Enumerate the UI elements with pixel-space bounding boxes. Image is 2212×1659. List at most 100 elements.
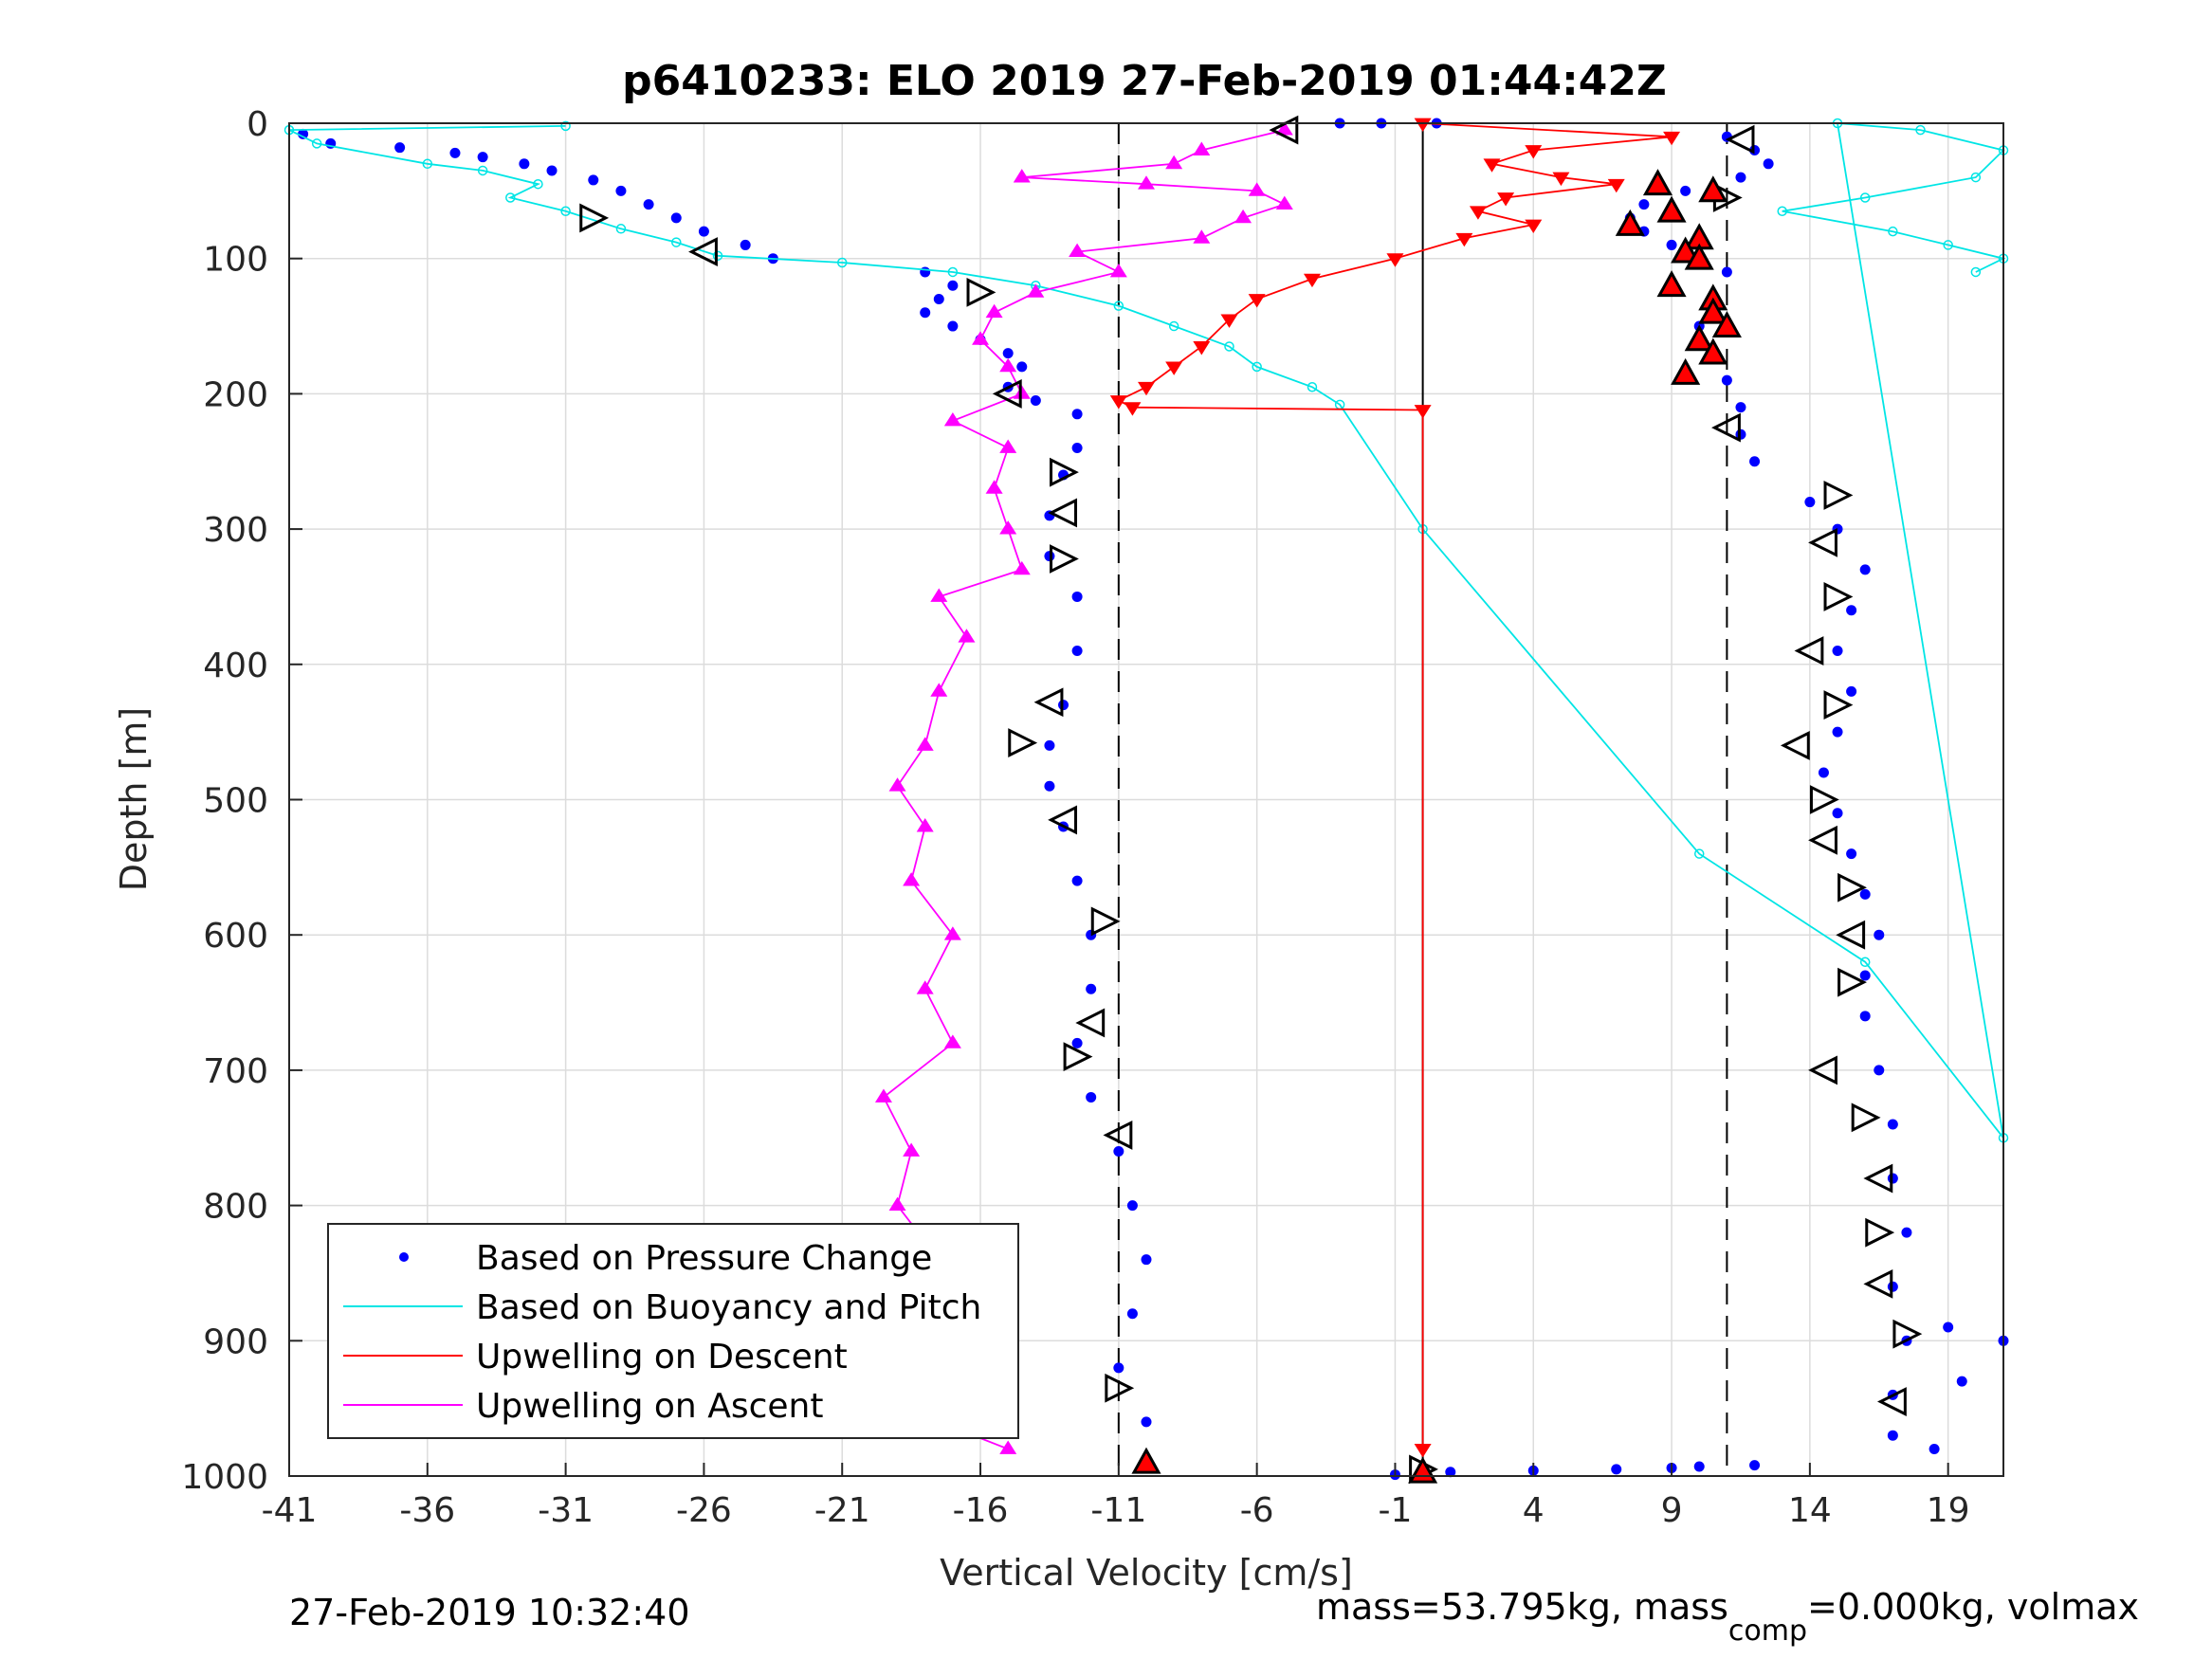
- ascent-marker-14: [999, 357, 1017, 373]
- pressure-change-point-29: [1071, 591, 1083, 602]
- pressure-change-point-85: [1846, 848, 1857, 860]
- legend-label-0: Based on Pressure Change: [476, 1239, 932, 1278]
- open-triangle-marker-7: [1050, 544, 1079, 574]
- pressure-change-point-3: [449, 147, 461, 158]
- pressure-change-point-63: [1638, 199, 1650, 210]
- filled-triangle-marker-13: [1671, 357, 1701, 385]
- ascent-marker-20: [1013, 560, 1031, 575]
- ascent-marker-26: [916, 818, 934, 832]
- pressure-change-point-88: [1859, 970, 1871, 981]
- pressure-change-point-60: [1763, 158, 1774, 170]
- filled-triangle-marker-3: [1615, 209, 1645, 236]
- buoyancy-point-15: [1168, 320, 1179, 332]
- filled-triangle-marker-10: [1711, 310, 1742, 337]
- pressure-change-point-99: [1956, 1376, 1967, 1387]
- ascent-marker-4: [1138, 175, 1155, 190]
- pressure-change-point-30: [1071, 646, 1083, 657]
- x-tick-label-10: 9: [1661, 1491, 1683, 1530]
- footer-mass-text-a: mass=53.795kg, mass: [1316, 1586, 1728, 1628]
- filled-triangle-marker-2: [1656, 195, 1687, 223]
- buoyancy-point-17: [1252, 361, 1262, 373]
- pressure-change-point-40: [1113, 1146, 1124, 1158]
- ascent-marker-8: [1193, 229, 1211, 244]
- filled-triangle-marker-7: [1656, 270, 1687, 298]
- legend-swatch-0: [399, 1252, 409, 1262]
- open-triangle-marker-3: [966, 277, 996, 307]
- pressure-change-point-91: [1887, 1119, 1898, 1130]
- x-axis-ticks: -41 -36 -31 -26 -21 -16 -11 -6 -1 4 9 14 19: [262, 1463, 1970, 1530]
- y-axis-ticks: 0 100 200 300 400 500 600 700 800 900 1000: [181, 105, 302, 1497]
- descent-marker-3: [1483, 158, 1501, 173]
- pressure-change-point-82: [1832, 726, 1843, 738]
- open-triangle-marker-22: [1794, 636, 1824, 665]
- filled-triangle-marker-0: [1642, 169, 1673, 196]
- y-tick-label-6: 600: [203, 917, 268, 956]
- y-tick-label-3: 300: [203, 511, 268, 550]
- ascent-marker-28: [943, 926, 961, 940]
- y-tick-label-0: 0: [247, 105, 268, 144]
- pressure-change-point-16: [933, 294, 944, 305]
- descent-marker-1: [1663, 131, 1681, 146]
- pressure-change-point-5: [519, 158, 530, 170]
- descent-marker-0: [1414, 118, 1432, 132]
- pressure-change-point-100: [1929, 1443, 1940, 1454]
- footer-timestamp: 27-Feb-2019 10:32:40: [289, 1592, 690, 1633]
- open-triangle-marker-25: [1809, 785, 1839, 814]
- pressure-change-point-44: [1113, 1362, 1124, 1374]
- buoyancy-point-9: [671, 237, 682, 247]
- open-triangle-marker-2: [688, 237, 718, 266]
- pressure-change-point-54: [1611, 1464, 1622, 1475]
- filled-triangle-marker-14: [1131, 1447, 1161, 1474]
- legend-label-2: Upwelling on Descent: [476, 1338, 848, 1376]
- descent-marker-10: [1386, 253, 1404, 267]
- pressure-change-point-35: [1071, 875, 1083, 886]
- footer-mass-info: mass=53.795kg, masscomp=0.000kg, volmax: [1316, 1586, 2139, 1648]
- open-triangle-marker-24: [1780, 730, 1810, 760]
- descent-marker-6: [1497, 192, 1515, 207]
- ascent-marker-30: [943, 1034, 961, 1048]
- descent-marker-20: [1414, 1444, 1432, 1458]
- filled-triangle-marker-5: [1671, 236, 1701, 264]
- open-triangle-marker-28: [1836, 920, 1866, 950]
- pressure-change-point-90: [1874, 1065, 1885, 1076]
- x-tick-label-12: 19: [1927, 1491, 1970, 1530]
- ascent-marker-19: [999, 520, 1017, 535]
- legend-box: [327, 1223, 1019, 1439]
- ascent-marker-17: [999, 439, 1017, 453]
- open-triangle-marker-29: [1837, 967, 1867, 997]
- pressure-change-point-6: [546, 165, 558, 176]
- x-axis-label: Vertical Velocity [cm/s]: [940, 1552, 1353, 1594]
- ascent-marker-1: [1193, 141, 1211, 155]
- buoyancy-point-11: [836, 257, 848, 268]
- y-tick-label-4: 400: [203, 647, 268, 685]
- pressure-change-point-45: [1141, 1416, 1152, 1428]
- buoyancy-point-12: [947, 266, 959, 278]
- ascent-marker-0: [1275, 121, 1293, 136]
- ascent-marker-5: [1248, 182, 1266, 196]
- pressure-change-point-17: [920, 307, 931, 319]
- ascent-marker-2: [1165, 155, 1183, 170]
- ascent-marker-12: [985, 303, 1003, 319]
- descent-marker-14: [1193, 341, 1211, 356]
- descent-marker-16: [1138, 381, 1155, 396]
- open-triangle-marker-5: [1050, 457, 1079, 487]
- footer-mass-subscript: comp: [1728, 1614, 1807, 1648]
- ascent-marker-18: [985, 480, 1003, 494]
- ascent-marker-11: [1027, 283, 1045, 298]
- pressure-change-point-89: [1859, 1011, 1871, 1022]
- ascent-marker-22: [958, 629, 976, 643]
- chart-title: p6410233: ELO 2019 27-Feb-2019 01:44:42Z: [622, 57, 1667, 105]
- ascent-marker-10: [1109, 263, 1127, 278]
- filled-triangle-marker-12: [1698, 337, 1728, 365]
- open-triangle-marker-1: [579, 203, 610, 233]
- y-tick-label-8: 800: [203, 1188, 268, 1227]
- buoyancy-point-10: [712, 250, 723, 262]
- pressure-change-point-43: [1126, 1308, 1138, 1320]
- open-triangle-marker-31: [1851, 1103, 1881, 1133]
- descent-marker-5: [1607, 178, 1625, 193]
- pressure-change-point-73: [1735, 402, 1746, 413]
- open-triangle-marker-30: [1808, 1055, 1837, 1085]
- buoyancy-point-25: [1915, 124, 1926, 136]
- open-triangle-marker-13: [1063, 1042, 1093, 1072]
- pressure-change-point-42: [1141, 1254, 1152, 1266]
